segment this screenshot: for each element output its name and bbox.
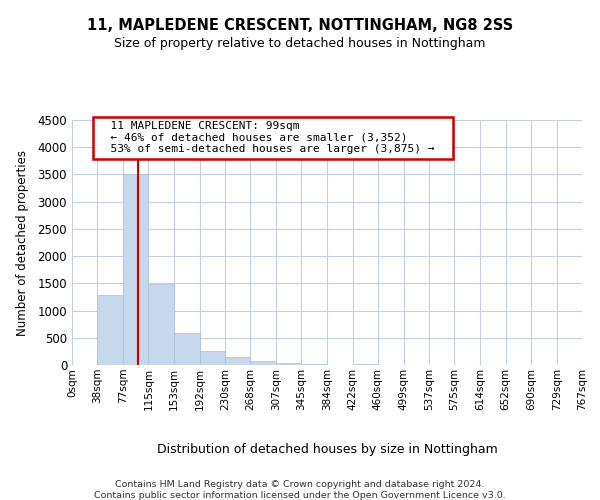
Bar <box>174 334 200 365</box>
Bar <box>250 361 276 365</box>
Text: Size of property relative to detached houses in Nottingham: Size of property relative to detached ho… <box>114 38 486 51</box>
Text: Contains HM Land Registry data © Crown copyright and database right 2024.: Contains HM Land Registry data © Crown c… <box>115 480 485 489</box>
Bar <box>353 364 378 365</box>
Bar <box>200 352 225 365</box>
Text: Contains public sector information licensed under the Open Government Licence v3: Contains public sector information licen… <box>94 491 506 500</box>
Bar <box>301 364 328 365</box>
Text: Distribution of detached houses by size in Nottingham: Distribution of detached houses by size … <box>157 442 497 456</box>
Bar <box>148 284 174 365</box>
Text: 11 MAPLEDENE CRESCENT: 99sqm  
  ← 46% of detached houses are smaller (3,352)  
: 11 MAPLEDENE CRESCENT: 99sqm ← 46% of de… <box>97 121 448 154</box>
Bar <box>276 364 301 365</box>
Bar <box>225 358 250 365</box>
Bar <box>97 296 123 365</box>
Text: 11, MAPLEDENE CRESCENT, NOTTINGHAM, NG8 2SS: 11, MAPLEDENE CRESCENT, NOTTINGHAM, NG8 … <box>87 18 513 32</box>
Y-axis label: Number of detached properties: Number of detached properties <box>16 150 29 336</box>
Bar <box>123 174 148 365</box>
